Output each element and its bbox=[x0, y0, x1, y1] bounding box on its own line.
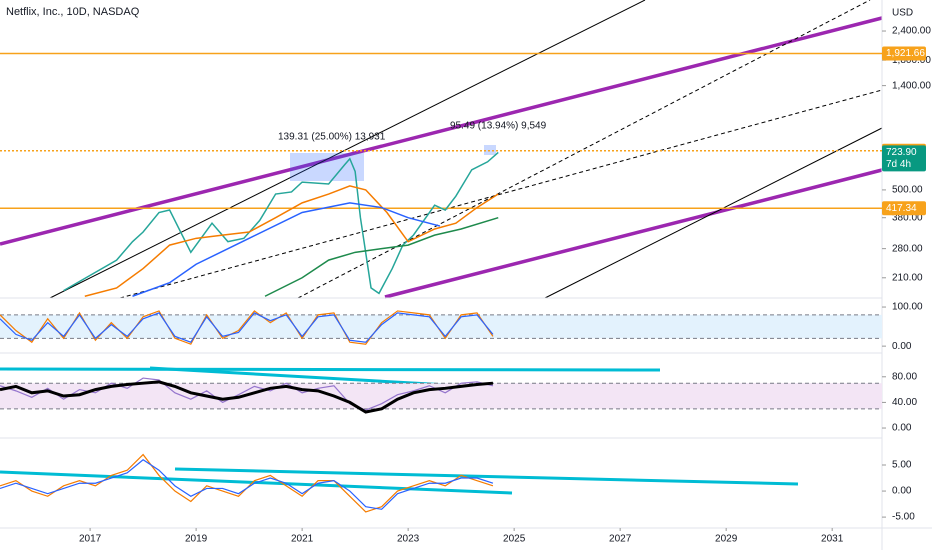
price-badge-label: 723.90 bbox=[886, 147, 917, 158]
price-badge-label: 1,921.66 bbox=[886, 48, 925, 59]
x-tick-label: 2023 bbox=[397, 534, 420, 545]
x-tick-label: 2021 bbox=[291, 534, 314, 545]
price-badge bbox=[882, 145, 926, 172]
series-line bbox=[0, 377, 494, 411]
series-line bbox=[63, 151, 499, 295]
series-line bbox=[0, 380, 494, 414]
series-line bbox=[264, 216, 499, 297]
y-tick-label: 0.00 bbox=[892, 486, 912, 497]
series-line bbox=[0, 459, 494, 510]
annotation: 139.31 (25.00%) 13,931 bbox=[278, 132, 386, 143]
x-tick-label: 2017 bbox=[79, 534, 102, 545]
price-badge-label: 417.34 bbox=[886, 203, 917, 214]
y-tick-label: 0.00 bbox=[892, 341, 912, 352]
x-tick-label: 2031 bbox=[821, 534, 844, 545]
price-badge-sublabel: 7d 4h bbox=[886, 159, 911, 170]
y-tick-label: 380.00 bbox=[892, 212, 923, 223]
series-line bbox=[84, 185, 499, 297]
series-line bbox=[0, 312, 494, 343]
series-line bbox=[0, 310, 494, 345]
chart-title: Netflix, Inc., 10D, NASDAQ bbox=[6, 6, 140, 18]
y-tick-label: 0.00 bbox=[892, 423, 912, 434]
y-tick-label: 40.00 bbox=[892, 397, 917, 408]
y-tick-label: 210.00 bbox=[892, 272, 923, 283]
price-badge bbox=[882, 201, 926, 216]
y-tick-label: -5.00 bbox=[892, 512, 915, 523]
y-tick-label: 5.00 bbox=[892, 460, 912, 471]
price-badge bbox=[882, 46, 926, 61]
x-tick-label: 2025 bbox=[503, 534, 526, 545]
y-tick-label: 1,400.00 bbox=[892, 80, 931, 91]
y-tick-label: 2,400.00 bbox=[892, 26, 931, 37]
band bbox=[0, 383, 882, 409]
y-tick-label: 100.00 bbox=[892, 302, 923, 313]
currency: USD bbox=[892, 8, 913, 19]
series-line bbox=[132, 202, 441, 297]
y-tick-label: 500.00 bbox=[892, 185, 923, 196]
y-tick-label: 280.00 bbox=[892, 243, 923, 254]
y-tick-label: 80.00 bbox=[892, 371, 917, 382]
annotation: 95.49 (13.94%) 9,549 bbox=[450, 121, 547, 132]
band bbox=[0, 314, 882, 339]
x-tick-label: 2029 bbox=[715, 534, 738, 545]
x-tick-label: 2019 bbox=[185, 534, 208, 545]
x-tick-label: 2027 bbox=[609, 534, 632, 545]
